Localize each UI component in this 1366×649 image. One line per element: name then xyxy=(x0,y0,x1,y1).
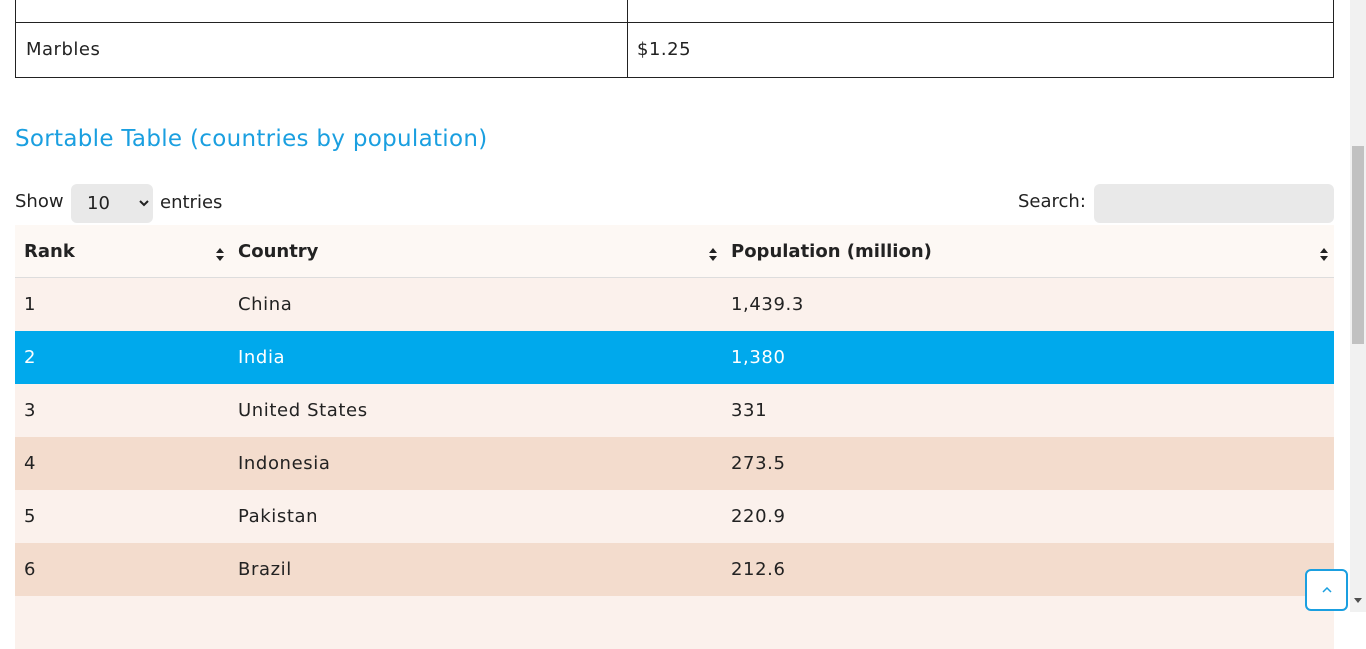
entries-value: 10 xyxy=(87,193,110,214)
row-selected[interactable] xyxy=(15,331,1334,384)
table-cell: 1,439.3 xyxy=(731,294,804,315)
table-cell: 1,380 xyxy=(731,347,786,368)
table-cell: Indonesia xyxy=(238,453,331,474)
data-table: Rank Country Population (million) 1 China 1,4… xyxy=(15,225,1334,649)
table-cell: China xyxy=(238,294,293,315)
table-cell: 6 xyxy=(24,559,37,580)
table-row[interactable] xyxy=(15,543,1334,596)
table-row[interactable] xyxy=(15,437,1334,490)
back-to-top[interactable] xyxy=(1305,569,1348,611)
table-cell: 212.6 xyxy=(731,559,786,580)
price-item: Marbles xyxy=(26,38,101,60)
entries-label: entries xyxy=(160,192,223,213)
sort-icon xyxy=(709,245,717,261)
search-input[interactable] xyxy=(1094,184,1334,223)
column-header[interactable]: Country xyxy=(238,241,319,262)
page-body: Marbles $1.25 Sortable Table (countries … xyxy=(15,0,1366,649)
show-label: Show xyxy=(15,191,64,212)
sort-icon xyxy=(1320,245,1328,261)
section-title: Sortable Table (countries by population) xyxy=(15,126,488,152)
table-cell: Brazil xyxy=(238,559,292,580)
table-row xyxy=(15,596,1334,649)
table-cell: 5 xyxy=(24,506,37,527)
price-table xyxy=(15,0,1334,78)
scrollbar[interactable] xyxy=(1350,0,1366,612)
table-cell: 4 xyxy=(24,453,37,474)
table-row[interactable] xyxy=(15,490,1334,543)
table-row[interactable] xyxy=(15,384,1334,437)
column-header[interactable]: Rank xyxy=(24,241,75,262)
table-cell: 273.5 xyxy=(731,453,786,474)
entries-select[interactable]: 10 xyxy=(71,184,153,223)
page: Sortable Table {"price_table": {"rows": … xyxy=(15,0,1366,649)
price-value: $1.25 xyxy=(637,38,692,60)
table-cell: 331 xyxy=(731,400,768,421)
table-cell: 220.9 xyxy=(731,506,786,527)
search-label: Search: xyxy=(1018,191,1086,212)
table-cell: India xyxy=(238,347,286,368)
table-cell: 2 xyxy=(24,347,37,368)
table-cell: 1 xyxy=(24,294,37,315)
sort-icon xyxy=(216,245,224,261)
table-cell: Pakistan xyxy=(238,506,319,527)
header-row xyxy=(15,225,1334,278)
column-header[interactable]: Population (million) xyxy=(731,241,932,262)
table-row[interactable] xyxy=(15,278,1334,331)
table-cell: United States xyxy=(238,400,368,421)
table-cell: 3 xyxy=(24,400,37,421)
chevron xyxy=(139,200,149,207)
